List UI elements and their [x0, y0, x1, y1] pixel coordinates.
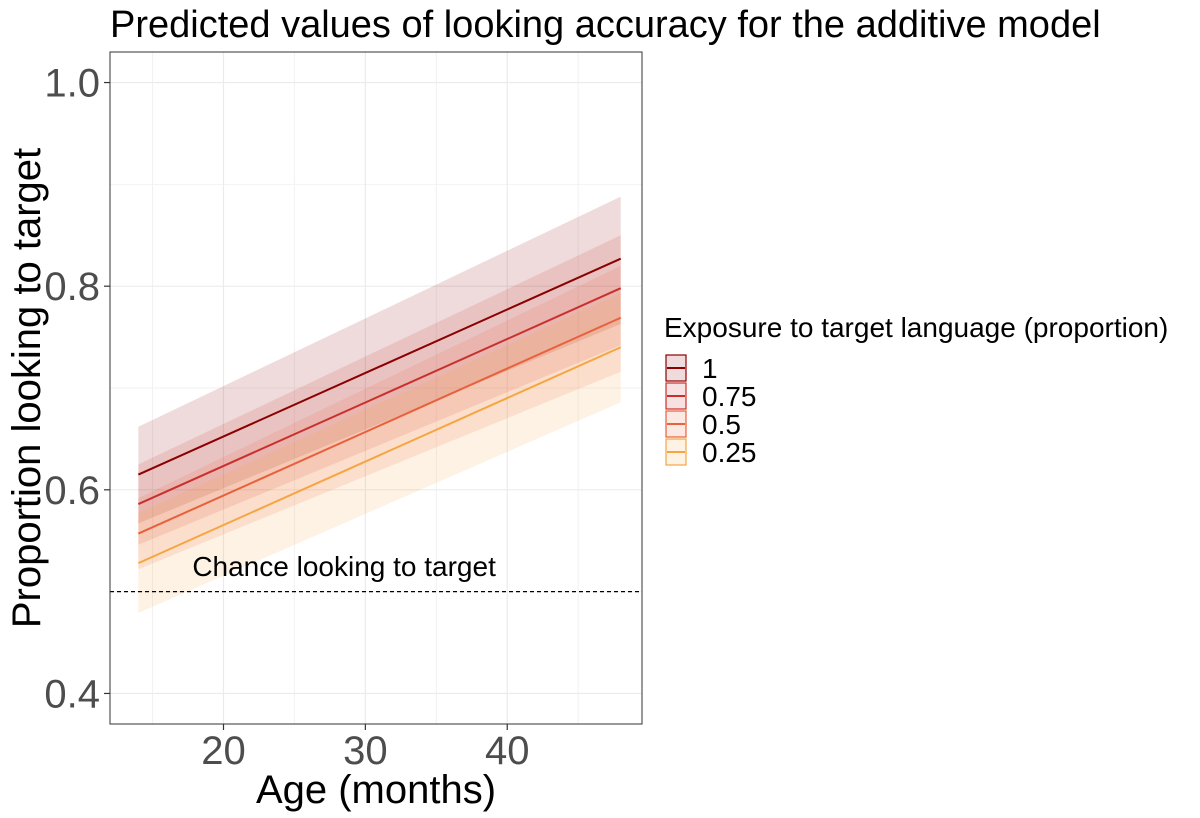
legend-title: Exposure to target language (proportion)	[664, 312, 1168, 343]
legend-label: 0.5	[702, 409, 741, 440]
series-lines	[137, 257, 622, 565]
y-tick-label: 0.6	[44, 469, 100, 513]
x-tick-label: 30	[343, 729, 388, 773]
legend-label: 1	[702, 353, 718, 384]
x-axis-title: Age (months)	[256, 768, 496, 812]
y-tick-label: 0.8	[44, 265, 100, 309]
series-line-0_5	[137, 316, 622, 535]
ci-band-1	[138, 196, 621, 524]
series-line-0_75	[137, 287, 622, 505]
chance-annotation: Chance looking to target	[192, 551, 496, 582]
y-tick-label: 1.0	[44, 62, 100, 106]
legend-label: 0.75	[702, 381, 757, 412]
y-axis-title: Proportion looking to target	[5, 148, 49, 628]
series-line-1	[137, 257, 622, 476]
y-tick-label: 0.4	[44, 672, 100, 716]
x-tick-label: 20	[201, 729, 246, 773]
x-tick-label: 40	[485, 729, 530, 773]
axis-ticks: 20 30 40 0.4 0.6 0.8 1.0	[44, 62, 529, 773]
series-line-0_25	[137, 346, 622, 565]
ci-band-0_25	[138, 293, 621, 614]
legend-label: 0.25	[702, 437, 757, 468]
chart-title: Predicted values of looking accuracy for…	[110, 4, 1101, 46]
legend: Exposure to target language (proportion)…	[664, 312, 1168, 468]
plot-panel-border	[109, 51, 643, 725]
